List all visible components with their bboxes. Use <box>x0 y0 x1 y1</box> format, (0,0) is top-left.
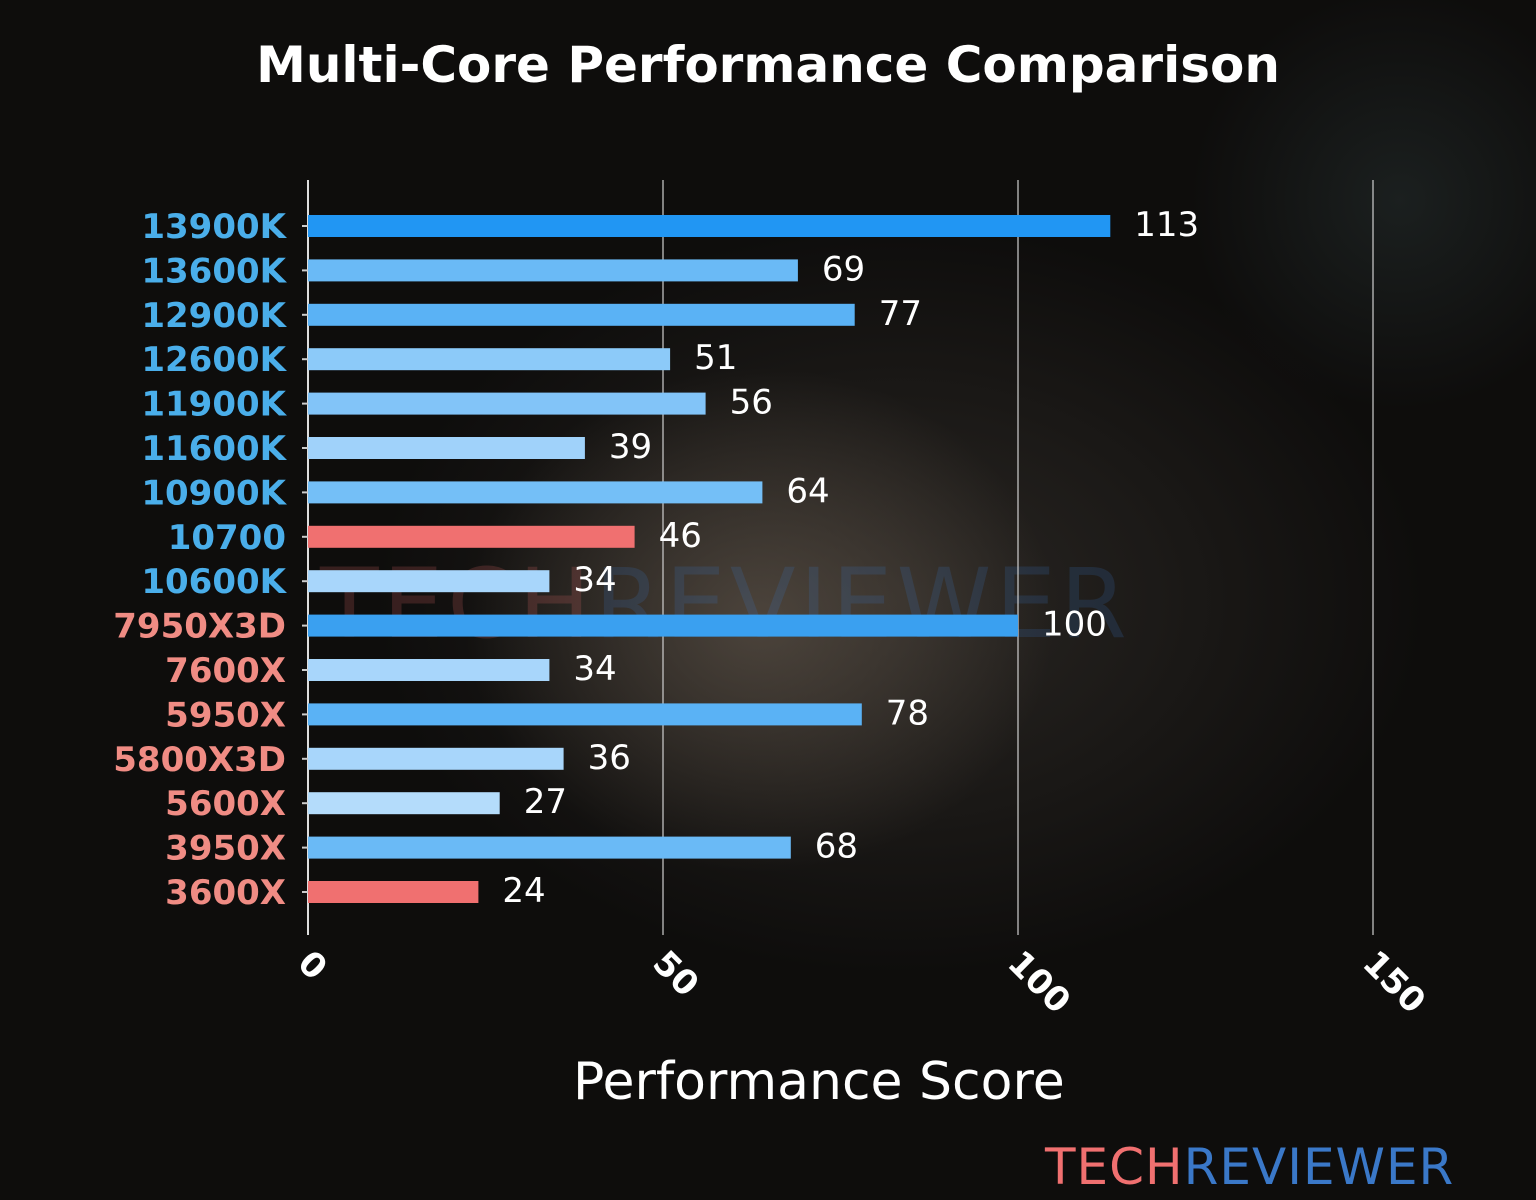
y-tick-label: 11600K <box>141 429 287 469</box>
y-tick-label: 7950X3D <box>113 607 286 647</box>
bar <box>308 259 798 282</box>
y-tick-label: 7600X <box>165 651 286 691</box>
data-label: 68 <box>815 827 858 867</box>
x-tick-label: 50 <box>645 943 707 1005</box>
data-label: 34 <box>573 560 616 600</box>
y-tick-label: 12600K <box>141 340 287 380</box>
bar <box>308 392 706 415</box>
data-label: 36 <box>588 738 631 778</box>
data-label: 24 <box>502 871 545 911</box>
bar <box>308 303 855 326</box>
bar <box>308 614 1018 637</box>
x-axis-label: Performance Score <box>573 1052 1065 1112</box>
data-label: 113 <box>1134 205 1199 245</box>
y-tick-label: 12900K <box>141 296 287 336</box>
y-tick-label: 10600K <box>141 562 287 602</box>
data-label: 51 <box>694 338 737 378</box>
watermark: TECHREVIEWER <box>320 548 1131 660</box>
data-label: 100 <box>1042 605 1107 645</box>
bar <box>308 215 1111 237</box>
bar <box>308 703 862 726</box>
bar <box>308 881 479 903</box>
x-tick-label: 150 <box>1355 943 1433 1021</box>
bar <box>308 348 671 371</box>
y-tick-label: 11900K <box>141 385 287 425</box>
data-label: 64 <box>786 471 829 511</box>
y-tick-label: 3600X <box>165 873 286 913</box>
data-label: 34 <box>573 649 616 689</box>
data-label: 77 <box>879 294 922 334</box>
y-tick-label: 5800X3D <box>113 740 286 780</box>
data-label: 46 <box>659 516 702 556</box>
data-label: 78 <box>886 693 929 733</box>
data-label: 27 <box>524 782 567 822</box>
y-tick-label: 5600X <box>165 784 286 824</box>
y-tick-label: 13900K <box>141 207 287 247</box>
y-tick-label: 5950X <box>165 695 286 735</box>
bar <box>308 570 550 593</box>
data-label: 69 <box>822 249 865 289</box>
bar <box>308 481 763 504</box>
y-tick-label: 13600K <box>141 251 287 291</box>
bar <box>308 525 635 548</box>
bar <box>308 836 791 859</box>
x-tick-label: 0 <box>290 943 335 988</box>
x-tick-label: 100 <box>1000 943 1078 1021</box>
y-tick-label: 10900K <box>141 473 287 513</box>
data-label: 56 <box>730 383 773 423</box>
y-tick-label: 3950X <box>165 829 286 869</box>
y-tick-label: 10700 <box>168 518 286 558</box>
bar <box>308 437 585 459</box>
bar <box>308 747 564 770</box>
techreviewer-logo: TECHREVIEWER <box>1045 1138 1455 1196</box>
bar <box>308 659 550 681</box>
chart-title: Multi-Core Performance Comparison <box>256 36 1280 94</box>
bar <box>308 792 500 815</box>
data-label: 39 <box>609 427 652 467</box>
